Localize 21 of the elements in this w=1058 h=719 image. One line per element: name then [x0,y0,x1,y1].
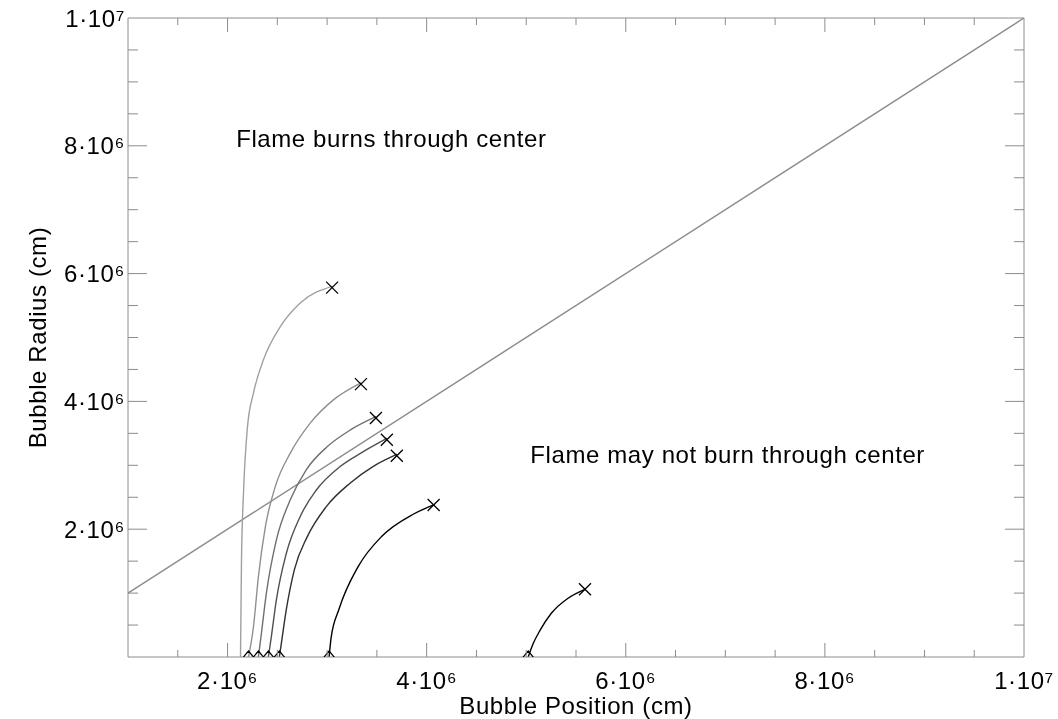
x-tick-label: 8·10⁶ [794,667,856,694]
x-tick-label: 4·10⁶ [396,667,458,694]
point [354,377,368,391]
point [390,449,404,463]
point [380,433,394,447]
x-tick-label: 6·10⁶ [595,667,657,694]
y-tick-label: 4·10⁶ [64,388,125,416]
point [369,411,383,425]
x-tick-label: 1·10⁷ [994,667,1054,694]
x-tick-label: 2·10⁶ [197,667,259,694]
point [426,498,441,512]
annotation: Flame may not burn through center [530,441,925,469]
y-tick-label: 8·10⁶ [64,132,125,160]
y-tick-label: 2·10⁶ [64,515,125,543]
line-series [239,285,333,657]
x-axis-title: Bubble Position (cm) [459,692,693,719]
point [325,281,339,295]
annotation: Flame burns through center [236,124,547,152]
y-tick-label: 1·10⁷ [65,4,125,32]
y-axis-title: Bubble Radius (cm) [23,226,51,449]
y-tick-label: 6·10⁶ [64,260,125,288]
